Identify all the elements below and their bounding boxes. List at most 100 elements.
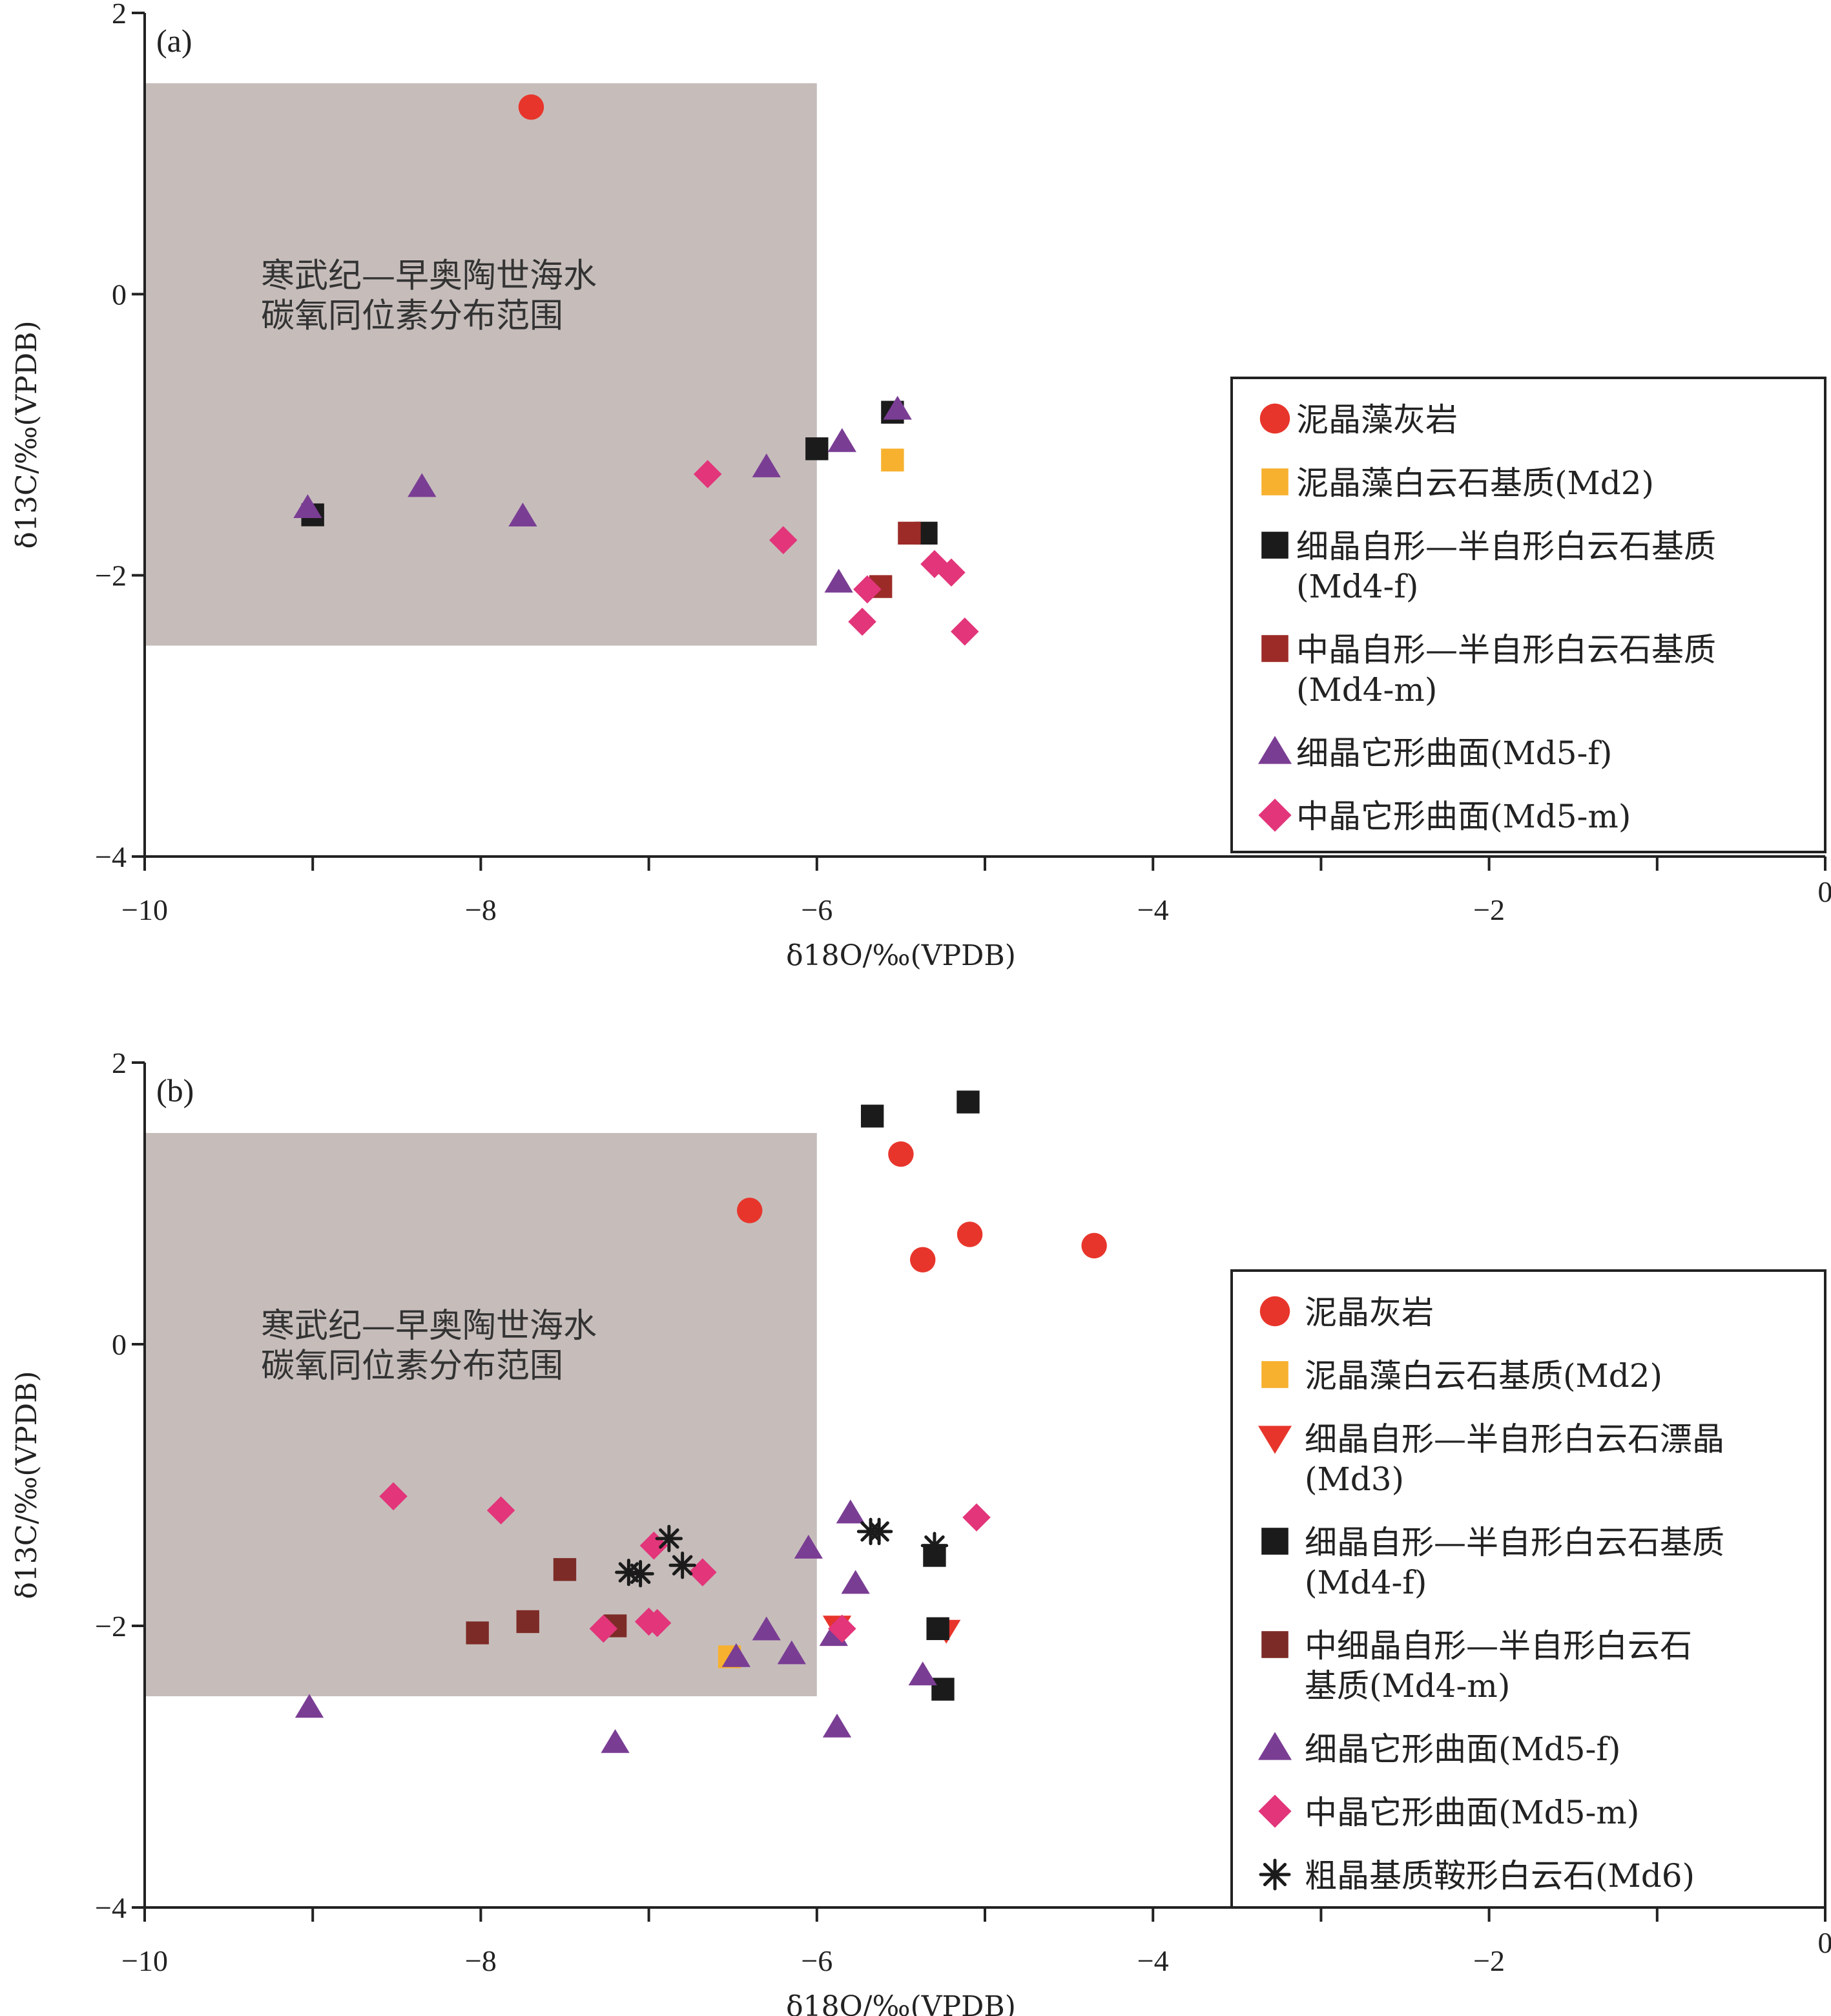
data-point xyxy=(836,1499,865,1524)
legend-label-line: 细晶自形—半自形白云石基质 xyxy=(1296,528,1716,565)
data-point xyxy=(408,473,437,497)
seawater-region xyxy=(145,83,817,646)
asterisk-stroke xyxy=(630,1563,651,1585)
region-label-line: 碳氧同位素分布范围 xyxy=(261,296,563,335)
series-0 xyxy=(518,94,544,120)
legend-marker xyxy=(1258,1794,1292,1828)
legend-marker xyxy=(1257,1426,1292,1454)
legend-box xyxy=(1230,377,1826,853)
x-tick-label: −8 xyxy=(465,1944,497,1977)
x-tick-label: 0 xyxy=(1818,875,1831,908)
data-point xyxy=(827,428,856,452)
data-point xyxy=(639,1531,668,1560)
data-point xyxy=(898,521,921,545)
data-point xyxy=(466,1621,489,1645)
x-tick-label: −4 xyxy=(1137,893,1169,926)
y-tick-label: 0 xyxy=(112,278,127,311)
data-point xyxy=(769,526,798,555)
data-point xyxy=(957,1221,983,1247)
data-point xyxy=(962,1503,991,1532)
data-point xyxy=(508,503,537,527)
legend-label-line: 细晶它形曲面(Md5-f) xyxy=(1305,1730,1620,1768)
data-point xyxy=(688,1558,717,1586)
legend-label-line: 粗晶基质鞍形白云石(Md6) xyxy=(1305,1857,1695,1895)
data-point xyxy=(643,1608,672,1637)
legend-label: 中晶自形—半自形白云石基质(Md4-m) xyxy=(1296,631,1716,709)
legend-label-line: 中晶自形—半自形白云石基质 xyxy=(1296,631,1716,669)
data-point xyxy=(828,1614,856,1643)
legend-marker xyxy=(1258,798,1292,832)
data-point xyxy=(931,1678,955,1701)
legend-marker xyxy=(1261,1361,1288,1388)
series-1 xyxy=(881,448,904,472)
legend-marker xyxy=(1261,1528,1288,1555)
legend-label-line: 泥晶藻白云石基质(Md2) xyxy=(1296,464,1654,502)
y-tick-label: 2 xyxy=(112,0,127,30)
data-point xyxy=(518,94,544,120)
x-axis-title: δ18O/‰(VPDB) xyxy=(786,939,1016,972)
legend-label: 细晶它形曲面(Md5-f) xyxy=(1296,734,1612,772)
data-point xyxy=(655,1524,683,1553)
data-point xyxy=(888,1141,914,1167)
data-point xyxy=(865,1517,893,1546)
series-4 xyxy=(293,395,912,593)
panel-label: (b) xyxy=(156,1072,194,1108)
y-axis-title: δ13C/‰(VPDB) xyxy=(10,1371,43,1599)
data-point xyxy=(920,1532,949,1559)
x-tick-label: −8 xyxy=(465,893,497,926)
data-point xyxy=(848,607,876,636)
legend-label: 泥晶灰岩 xyxy=(1305,1294,1434,1331)
legend-label-line: (Md4-f) xyxy=(1296,568,1418,605)
data-point xyxy=(752,1616,781,1641)
y-tick-label: 0 xyxy=(112,1328,127,1361)
legend-marker xyxy=(1259,403,1290,434)
legend-label-line: (Md4-f) xyxy=(1305,1564,1427,1601)
data-point xyxy=(1081,1232,1107,1259)
data-point xyxy=(937,558,966,587)
data-point xyxy=(951,617,979,646)
y-tick-label: −2 xyxy=(95,559,127,592)
data-point xyxy=(693,460,722,488)
data-point xyxy=(883,395,912,420)
data-point xyxy=(794,1535,823,1559)
legend-label-line: 基质(Md4-m) xyxy=(1305,1667,1510,1705)
y-tick-label: −2 xyxy=(95,1610,127,1643)
asterisk-stroke xyxy=(869,1521,889,1542)
data-point xyxy=(824,568,853,593)
legend-label: 泥晶藻灰岩 xyxy=(1296,401,1458,439)
asterisk-stroke xyxy=(924,1535,945,1556)
legend-label: 中晶它形曲面(Md5-m) xyxy=(1296,798,1631,835)
legend-label-line: 中晶它形曲面(Md5-m) xyxy=(1305,1794,1639,1831)
legend-label-line: 细晶自形—半自形白云石基质 xyxy=(1305,1524,1724,1561)
legend-marker xyxy=(1257,736,1292,764)
x-axis-title: δ18O/‰(VPDB) xyxy=(786,1990,1016,2016)
legend-marker xyxy=(1261,635,1288,662)
data-point xyxy=(486,1496,515,1524)
data-point xyxy=(926,1617,949,1641)
data-point xyxy=(737,1198,763,1223)
data-point xyxy=(553,1558,577,1581)
legend-box xyxy=(1230,1269,1826,1909)
data-point xyxy=(295,1694,324,1718)
x-tick-label: −4 xyxy=(1137,1944,1169,1977)
legend-marker xyxy=(1259,1858,1291,1891)
region-label-line: 碳氧同位素分布范围 xyxy=(261,1347,563,1386)
series-6 xyxy=(379,1482,991,1643)
asterisk-stroke xyxy=(659,1528,679,1549)
legend-marker xyxy=(1257,1732,1292,1760)
asterisk-stroke xyxy=(672,1555,693,1575)
seawater-region xyxy=(145,1133,817,1696)
data-point xyxy=(293,494,322,518)
data-point xyxy=(957,1090,980,1114)
legend-marker xyxy=(1261,1631,1288,1658)
legend-label: 细晶自形—半自形白云石漂晶(Md3) xyxy=(1305,1420,1724,1498)
data-point xyxy=(379,1482,408,1511)
data-point xyxy=(860,1105,884,1128)
x-tick-label: −6 xyxy=(801,893,833,926)
legend-label: 细晶自形—半自形白云石基质(Md4-f) xyxy=(1305,1524,1724,1601)
data-point xyxy=(721,1643,751,1667)
legend-label-line: 泥晶藻灰岩 xyxy=(1296,401,1458,439)
